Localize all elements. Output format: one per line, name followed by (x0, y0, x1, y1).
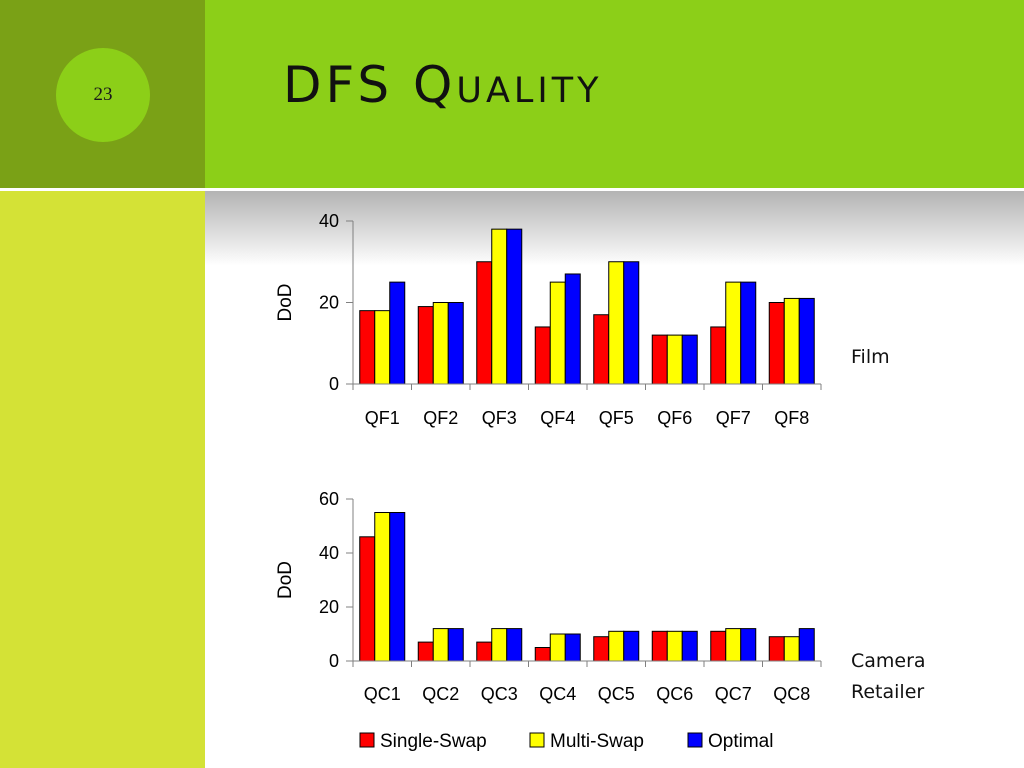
x-tick-label: QF6 (657, 408, 692, 428)
camera-label: Camera (851, 650, 926, 672)
x-tick-label: QC8 (773, 684, 810, 704)
bar-qc5-multi-swap (608, 630, 625, 662)
x-tick-label: QF2 (423, 408, 458, 428)
bar-qc2-single-swap (417, 641, 434, 662)
bar-qc1-multi-swap (374, 512, 391, 662)
x-tick-label: QC3 (481, 684, 518, 704)
bar-qf2-single-swap (417, 306, 434, 385)
bar-qf2-optimal (447, 302, 464, 385)
bar-qc4-optimal (564, 633, 581, 662)
bar-qf1-optimal (389, 281, 406, 385)
x-tick-label: QF1 (365, 408, 400, 428)
x-tick-label: QF3 (482, 408, 517, 428)
legend-label-optimal: Optimal (708, 731, 773, 752)
bar-qf6-multi-swap (666, 334, 683, 385)
bar-qf7-multi-swap (725, 281, 742, 385)
slide-number-badge: 23 (56, 48, 150, 142)
bar-qc6-multi-swap (666, 630, 683, 662)
y-tick-label: 20 (319, 293, 339, 313)
bar-qf3-multi-swap (491, 228, 508, 385)
bar-qc3-multi-swap (491, 628, 508, 662)
x-tick-label: QF5 (599, 408, 634, 428)
bar-qf8-multi-swap (783, 297, 800, 385)
x-tick-label: QC4 (539, 684, 576, 704)
y-tick-label: 40 (319, 543, 339, 563)
bar-qf5-single-swap (593, 314, 610, 385)
x-tick-label: QC2 (422, 684, 459, 704)
bar-qc5-single-swap (593, 636, 610, 662)
bar-qc4-multi-swap (549, 633, 566, 662)
bar-qc6-optimal (681, 630, 698, 662)
y-tick-label: 20 (319, 597, 339, 617)
legend-swatch-optimal (687, 732, 703, 748)
y-tick-label: 0 (329, 374, 339, 394)
y-axis-label: DoD (275, 283, 296, 321)
x-tick-label: QF8 (774, 408, 809, 428)
bar-qc7-multi-swap (725, 628, 742, 662)
camera-retailer-chart: 0 20 40 60 DoD QC1 QC2 QC3 QC4 QC5 QC6 QC7 QC8 (275, 489, 822, 704)
bar-qf3-optimal (506, 228, 523, 385)
left-panel-bottom (0, 188, 205, 768)
x-tick-label: QC5 (598, 684, 635, 704)
bar-qf6-optimal (681, 334, 698, 385)
slide-title: DFS Quality (283, 56, 603, 114)
bar-qc8-multi-swap (783, 636, 800, 662)
bar-qf2-multi-swap (432, 302, 449, 385)
title-band (205, 0, 1024, 188)
bar-qc8-optimal (798, 628, 815, 662)
bar-qf1-single-swap (359, 310, 376, 385)
bar-qf4-multi-swap (549, 281, 566, 385)
bar-qf5-optimal (623, 261, 640, 385)
x-tick-label: QC7 (715, 684, 752, 704)
bar-qc2-optimal (447, 628, 464, 662)
bar-qf4-optimal (564, 273, 581, 385)
bar-qf8-single-swap (768, 302, 785, 385)
legend: Single-Swap Multi-Swap Optimal (359, 731, 773, 752)
y-tick-label: 0 (329, 651, 339, 671)
bar-qf8-optimal (798, 297, 815, 385)
legend-label-multi-swap: Multi-Swap (550, 731, 644, 752)
film-chart: 0 20 40 DoD QF1 QF2 QF3 QF4 QF5 QF6 QF7 QF8 (275, 211, 822, 428)
bar-qf4-single-swap (534, 326, 551, 385)
film-label: Film (851, 346, 890, 368)
bar-qc7-single-swap (710, 630, 727, 662)
legend-swatch-single-swap (359, 732, 375, 748)
bar-qc1-single-swap (359, 536, 376, 662)
bar-qf3-single-swap (476, 261, 493, 385)
bar-qc5-optimal (623, 630, 640, 662)
legend-swatch-multi-swap (529, 732, 545, 748)
bar-qf1-multi-swap (374, 310, 391, 385)
gradient-band (205, 191, 1024, 266)
x-tick-label: QF4 (540, 408, 575, 428)
x-tick-label: QF7 (716, 408, 751, 428)
bar-qc1-optimal (389, 512, 406, 662)
bar-qc3-single-swap (476, 641, 493, 662)
bar-qc4-single-swap (534, 647, 551, 662)
slide-number: 23 (93, 84, 113, 105)
bar-qc7-optimal (740, 628, 757, 662)
x-tick-label: QC6 (656, 684, 693, 704)
bar-qc8-single-swap (768, 636, 785, 662)
bar-qf7-single-swap (710, 326, 727, 385)
y-tick-label: 40 (319, 211, 339, 231)
bar-qc6-single-swap (651, 630, 668, 662)
bar-qf5-multi-swap (608, 261, 625, 385)
retailer-label: Retailer (851, 681, 925, 703)
legend-label-single-swap: Single-Swap (380, 731, 487, 752)
header-divider (0, 188, 1024, 191)
y-tick-label: 60 (319, 489, 339, 509)
x-tick-label: QC1 (364, 684, 401, 704)
y-axis-label: DoD (275, 561, 296, 599)
bar-qf7-optimal (740, 281, 757, 385)
bar-qf6-single-swap (651, 334, 668, 385)
bar-qc3-optimal (506, 628, 523, 662)
bar-qc2-multi-swap (432, 628, 449, 662)
